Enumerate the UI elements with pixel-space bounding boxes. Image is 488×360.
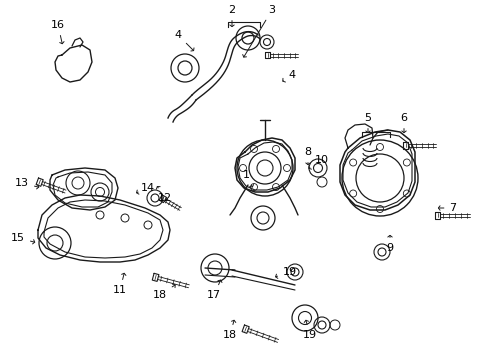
- Text: 13: 13: [15, 178, 39, 189]
- Text: 5: 5: [364, 113, 371, 132]
- Text: 2: 2: [228, 5, 235, 27]
- Text: 9: 9: [386, 235, 393, 253]
- Text: 8: 8: [304, 147, 311, 165]
- Text: 16: 16: [51, 20, 65, 44]
- Text: 17: 17: [206, 280, 222, 300]
- Text: 3: 3: [242, 5, 275, 57]
- Text: 11: 11: [113, 273, 127, 295]
- Text: 18: 18: [153, 284, 175, 300]
- Text: 4: 4: [282, 70, 295, 82]
- Text: 4: 4: [174, 30, 194, 51]
- Text: 19: 19: [275, 267, 296, 278]
- Text: 1: 1: [242, 170, 253, 187]
- Text: 14: 14: [136, 183, 155, 194]
- Text: 19: 19: [303, 320, 316, 340]
- Text: 18: 18: [223, 320, 237, 340]
- Text: 10: 10: [308, 155, 328, 169]
- Text: 15: 15: [11, 233, 35, 244]
- Text: 7: 7: [437, 203, 456, 213]
- Text: 6: 6: [400, 113, 407, 132]
- Text: 12: 12: [156, 186, 172, 203]
